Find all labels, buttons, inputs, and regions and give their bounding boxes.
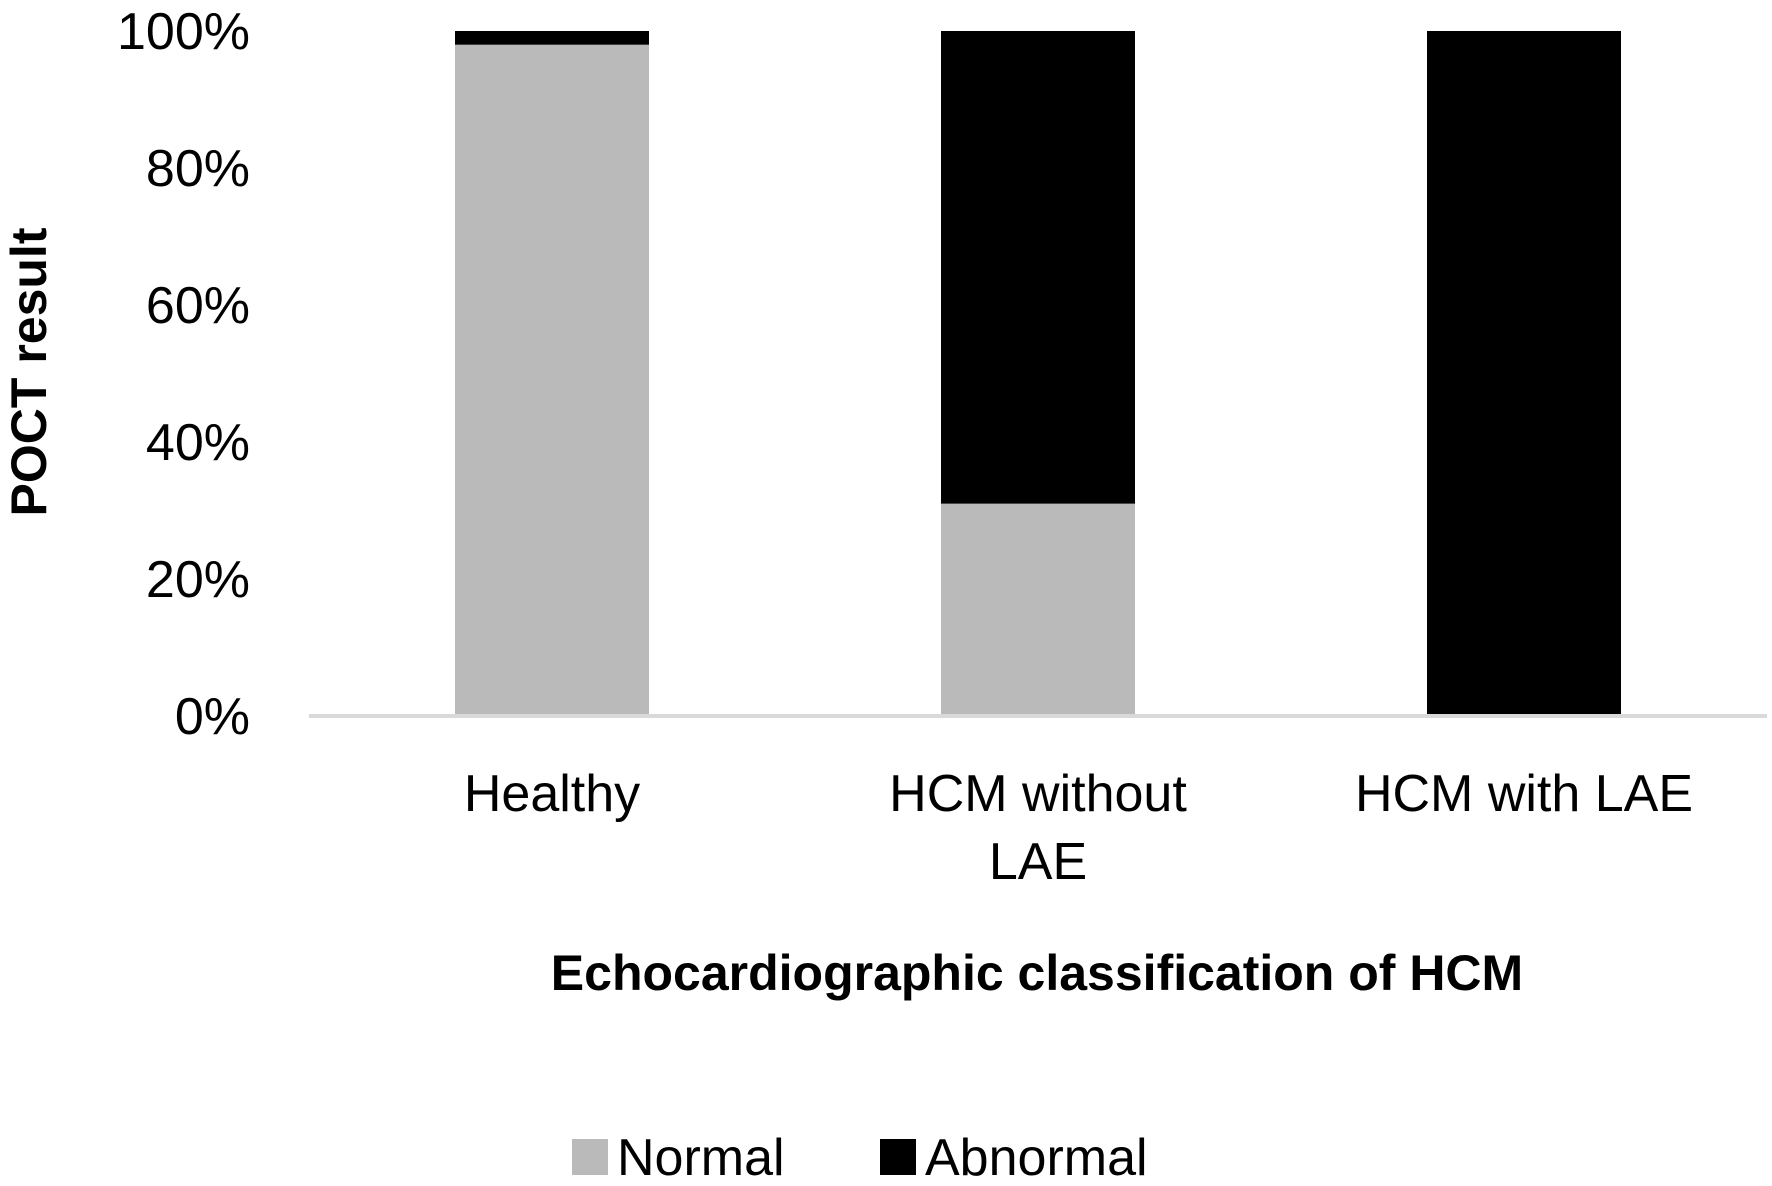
bars-layer <box>455 31 1621 716</box>
x-tick-label-line: LAE <box>989 833 1087 891</box>
x-tick-label-line: HCM with LAE <box>1355 765 1693 823</box>
legend: Normal Abnormal <box>572 1129 1148 1186</box>
x-tick-label-line: Healthy <box>464 765 640 823</box>
bar-abnormal-0 <box>455 31 649 45</box>
legend-label-abnormal: Abnormal <box>925 1129 1148 1186</box>
x-tick-label: Healthy <box>464 765 640 823</box>
x-axis-title: Echocardiographic classification of HCM <box>551 945 1523 1001</box>
y-tick-label: 100% <box>117 3 250 61</box>
x-tick-labels: Healthy HCM without LAE HCM with LAE <box>464 765 1693 891</box>
x-tick-label: HCM without LAE <box>889 765 1187 891</box>
y-tick-label: 40% <box>146 414 250 472</box>
y-tick-labels: 0% 20% 40% 60% 80% 100% <box>117 3 250 746</box>
x-tick-label-line: HCM without <box>889 765 1187 823</box>
y-tick-label: 80% <box>146 140 250 198</box>
bar-normal-1 <box>941 503 1135 716</box>
legend-swatch-abnormal <box>880 1139 916 1175</box>
y-axis-title: POCT result <box>1 227 57 516</box>
legend-swatch-normal <box>572 1139 608 1175</box>
x-tick-label: HCM with LAE <box>1355 765 1693 823</box>
bar-normal-0 <box>455 44 649 716</box>
y-tick-label: 60% <box>146 277 250 335</box>
bar-abnormal-2 <box>1427 31 1621 716</box>
bar-abnormal-1 <box>941 31 1135 504</box>
y-tick-label: 20% <box>146 551 250 609</box>
y-tick-label: 0% <box>175 688 250 746</box>
legend-label-normal: Normal <box>617 1129 785 1186</box>
